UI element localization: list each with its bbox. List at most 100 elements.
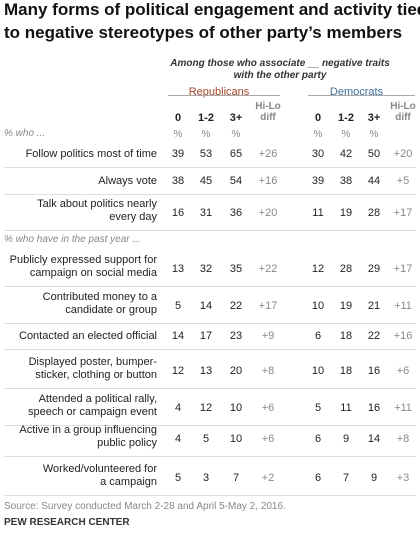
cell: 4 bbox=[174, 402, 182, 414]
cell: 10 bbox=[229, 402, 243, 414]
column-header: 1-2 bbox=[338, 112, 354, 124]
cell: 30 bbox=[311, 148, 325, 160]
cell: 17 bbox=[199, 330, 213, 342]
cell: +8 bbox=[261, 365, 275, 377]
row-label: public policy bbox=[97, 437, 157, 449]
subtitle: with the other party bbox=[233, 70, 327, 81]
cell: 7 bbox=[232, 472, 240, 484]
cell: +6 bbox=[261, 402, 275, 414]
cell: 50 bbox=[367, 148, 381, 160]
cell: 22 bbox=[229, 300, 243, 312]
cell: 29 bbox=[367, 263, 381, 275]
section-heading: % who have in the past year ... bbox=[4, 234, 141, 245]
cell: 5 bbox=[314, 402, 322, 414]
column-header: 1-2 bbox=[198, 112, 214, 124]
cell: 19 bbox=[339, 300, 353, 312]
row-separator bbox=[4, 349, 416, 350]
subtitle: Among those who associate __ negative tr… bbox=[170, 58, 390, 69]
cell: 53 bbox=[199, 148, 213, 160]
cell: +16 bbox=[393, 330, 413, 342]
cell: 23 bbox=[229, 330, 243, 342]
cell: 38 bbox=[171, 175, 185, 187]
row-label: Always vote bbox=[98, 175, 157, 187]
cell: 16 bbox=[171, 207, 185, 219]
row-label: Contributed money to a bbox=[42, 291, 157, 303]
cell: 45 bbox=[199, 175, 213, 187]
cell: 38 bbox=[339, 175, 353, 187]
row-separator bbox=[4, 456, 416, 457]
cell: 10 bbox=[311, 300, 325, 312]
cell: 65 bbox=[229, 148, 243, 160]
cell: 6 bbox=[314, 472, 322, 484]
cell: +8 bbox=[396, 433, 410, 445]
cell: 16 bbox=[367, 402, 381, 414]
brand: PEW RESEARCH CENTER bbox=[4, 517, 130, 528]
cell: 13 bbox=[171, 263, 185, 275]
title: to negative stereotypes of other party’s… bbox=[4, 23, 403, 42]
row-separator bbox=[4, 194, 416, 195]
cell: +17 bbox=[258, 300, 278, 312]
cell: 4 bbox=[174, 433, 182, 445]
row-label: Attended a political rally, bbox=[38, 393, 157, 405]
group-header: Democrats bbox=[329, 86, 384, 98]
cell: 5 bbox=[202, 433, 210, 445]
unit-label: % bbox=[231, 129, 241, 140]
cell: +20 bbox=[258, 207, 278, 219]
row-label: campaign on social media bbox=[29, 267, 157, 279]
row-separator bbox=[4, 495, 416, 496]
row-label: Worked/volunteered for bbox=[42, 463, 157, 475]
cell: +20 bbox=[393, 148, 413, 160]
cell: 22 bbox=[367, 330, 381, 342]
cell: 39 bbox=[311, 175, 325, 187]
cell: +3 bbox=[396, 472, 410, 484]
cell: +6 bbox=[261, 433, 275, 445]
column-header: Hi-Lo diff bbox=[255, 101, 281, 123]
cell: 16 bbox=[367, 365, 381, 377]
cell: 21 bbox=[367, 300, 381, 312]
cell: 35 bbox=[229, 263, 243, 275]
row-label: Contacted an elected official bbox=[19, 330, 157, 342]
title: Many forms of political engagement and a… bbox=[4, 0, 420, 19]
cell: 32 bbox=[199, 263, 213, 275]
row-label: Publicly expressed support for bbox=[9, 254, 157, 266]
row-label: speech or campaign event bbox=[27, 406, 157, 418]
row-label: Displayed poster, bumper- bbox=[28, 356, 157, 368]
cell: 10 bbox=[311, 365, 325, 377]
column-header: 0 bbox=[314, 112, 322, 124]
cell: 12 bbox=[171, 365, 185, 377]
cell: +16 bbox=[258, 175, 278, 187]
row-separator bbox=[4, 230, 416, 231]
cell: 14 bbox=[171, 330, 185, 342]
cell: 39 bbox=[171, 148, 185, 160]
cell: 5 bbox=[174, 472, 182, 484]
cell: +17 bbox=[393, 207, 413, 219]
cell: 14 bbox=[367, 433, 381, 445]
row-label: every day bbox=[109, 211, 157, 223]
row-label: candidate or group bbox=[65, 304, 157, 316]
cell: 12 bbox=[311, 263, 325, 275]
cell: 18 bbox=[339, 330, 353, 342]
row-separator bbox=[4, 167, 416, 168]
group-rule bbox=[168, 95, 280, 96]
cell: +22 bbox=[258, 263, 278, 275]
cell: 3 bbox=[202, 472, 210, 484]
column-header: 3+ bbox=[229, 112, 243, 124]
cell: 20 bbox=[229, 365, 243, 377]
cell: 9 bbox=[370, 472, 378, 484]
row-separator bbox=[4, 425, 416, 426]
cell: 5 bbox=[174, 300, 182, 312]
row-label: Active in a group influencing bbox=[19, 424, 157, 436]
unit-label: % bbox=[341, 129, 351, 140]
cell: +6 bbox=[396, 365, 410, 377]
cell: +11 bbox=[394, 300, 412, 312]
cell: 10 bbox=[229, 433, 243, 445]
cell: +26 bbox=[258, 148, 278, 160]
column-header: 3+ bbox=[367, 112, 381, 124]
cell: 12 bbox=[199, 402, 213, 414]
cell: +2 bbox=[261, 472, 275, 484]
cell: 28 bbox=[367, 207, 381, 219]
cell: 6 bbox=[314, 330, 322, 342]
cell: 31 bbox=[199, 207, 213, 219]
cell: 42 bbox=[339, 148, 353, 160]
